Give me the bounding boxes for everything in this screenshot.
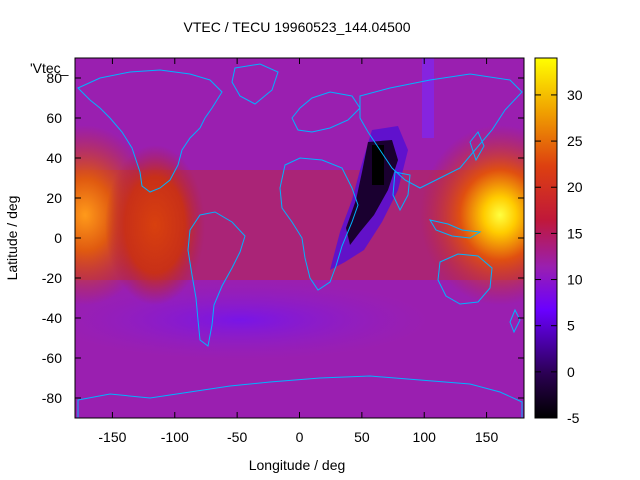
chart-title: VTEC / TECU 19960523_144.04500 <box>183 19 410 35</box>
coast-greenland <box>231 63 279 105</box>
heatmap-streak <box>422 58 434 138</box>
coast-india <box>392 171 411 212</box>
colorbar-tick-label: 5 <box>567 318 575 334</box>
y-tick-label: 60 <box>46 110 62 126</box>
colorbar-axis: -5 0 5 10 15 20 25 30 <box>535 87 583 426</box>
coast-north-america <box>77 69 223 193</box>
y-axis-label: Latitude / deg <box>4 196 20 281</box>
y-tick-label: 0 <box>54 230 62 246</box>
coast-indonesia <box>428 219 482 239</box>
coast-asia <box>359 73 523 189</box>
colorbar-tick-label: 15 <box>567 225 583 241</box>
x-tick-label: 150 <box>475 429 499 445</box>
x-tick-label: 50 <box>354 429 370 445</box>
coast-japan <box>469 131 485 162</box>
y-tick-label: -80 <box>42 390 62 406</box>
colorbar <box>534 57 558 419</box>
coast-africa <box>279 157 359 291</box>
coast-australia <box>437 253 493 305</box>
colorbar-tick-label: -5 <box>567 410 580 426</box>
x-tick-label: 100 <box>413 429 437 445</box>
heatmap-americas-high <box>105 145 205 305</box>
coastlines <box>77 63 523 418</box>
y-tick-label: 20 <box>46 190 62 206</box>
y-tick-label: 80 <box>46 70 62 86</box>
colorbar-tick-label: 10 <box>567 272 583 288</box>
heatmap-low-core <box>372 145 384 185</box>
key-label: 'Vtec_ <box>30 60 69 76</box>
x-axis: -150 -100 -50 0 50 100 150 <box>98 58 498 445</box>
x-tick-label: -100 <box>161 429 189 445</box>
x-tick-label: -50 <box>227 429 247 445</box>
colorbar-tick-label: 20 <box>567 179 583 195</box>
heatmap-field <box>75 58 524 418</box>
y-tick-label: -20 <box>42 270 62 286</box>
y-tick-label: -60 <box>42 350 62 366</box>
coast-south-america <box>187 211 246 347</box>
y-tick-label: -40 <box>42 310 62 326</box>
heatmap-western-pacific-peak <box>420 125 524 305</box>
colorbar-tick-label: 25 <box>567 133 583 149</box>
y-tick-label: 40 <box>46 150 62 166</box>
coast-antarctica <box>77 375 523 418</box>
coast-new-zealand <box>509 308 521 334</box>
colorbar-tick-label: 30 <box>567 87 583 103</box>
x-tick-label: -150 <box>98 429 126 445</box>
y-axis: -80 -60 -40 -20 0 20 40 60 80 <box>42 70 524 406</box>
x-axis-label: Longitude / deg <box>249 457 346 473</box>
heatmap-indian-ocean-low <box>346 140 398 245</box>
colorbar-tick-label: 0 <box>567 364 575 380</box>
x-tick-label: 0 <box>296 429 304 445</box>
